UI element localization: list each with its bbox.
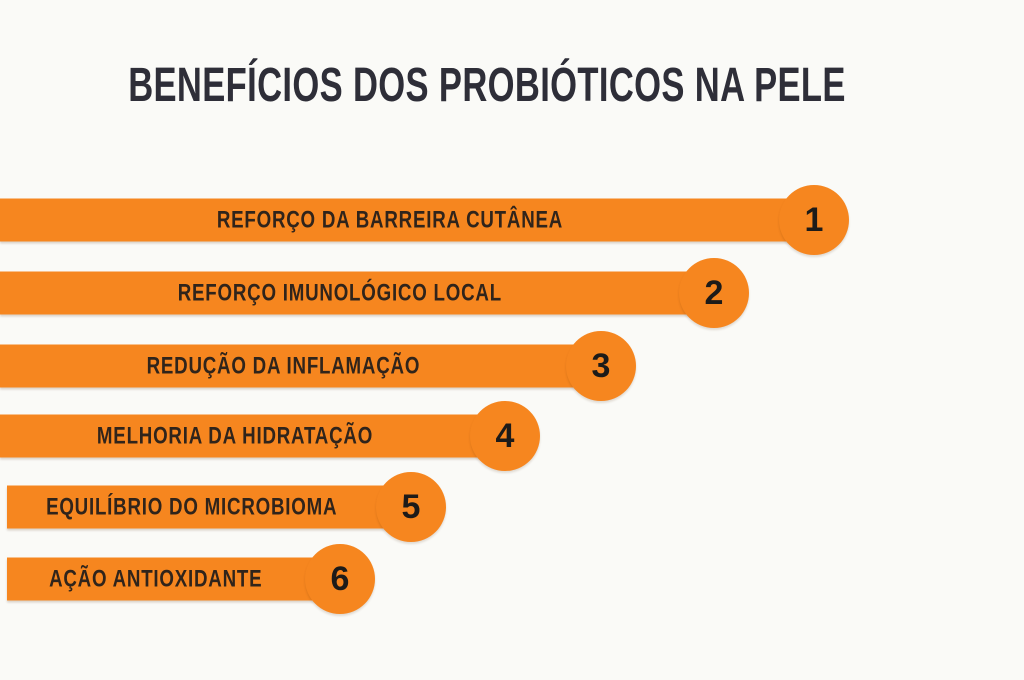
rank-number: 5: [401, 488, 421, 526]
benefit-label: REFORÇO DA BARREIRA CUTÂNEA: [216, 206, 563, 233]
rank-number: 4: [495, 417, 515, 455]
page-title: BENEFÍCIOS DOS PROBIÓTICOS NA PELE: [0, 62, 985, 110]
rank-circle: 4: [470, 401, 540, 471]
benefit-label: REFORÇO IMUNOLÓGICO LOCAL: [177, 279, 502, 306]
rank-number: 3: [591, 347, 611, 385]
benefit-row: REFORÇO IMUNOLÓGICO LOCAL 2: [0, 257, 749, 329]
rank-circle: 5: [376, 472, 446, 542]
benefit-row: MELHORIA DA HIDRATAÇÃO 4: [0, 400, 540, 472]
benefit-bar: REDUÇÃO DA INFLAMAÇÃO: [0, 344, 601, 388]
rank-circle: 3: [566, 331, 636, 401]
rank-circle: 1: [779, 185, 849, 255]
benefit-label: REDUÇÃO DA INFLAMAÇÃO: [146, 352, 420, 379]
benefit-label: AÇÃO ANTIOXIDANTE: [49, 565, 263, 592]
benefit-bar: AÇÃO ANTIOXIDANTE: [7, 557, 340, 601]
benefit-label: EQUILÍBRIO DO MICROBIOMA: [45, 493, 338, 520]
rank-number: 2: [704, 274, 724, 312]
benefit-bar: EQUILÍBRIO DO MICROBIOMA: [7, 485, 411, 529]
benefit-bar: REFORÇO DA BARREIRA CUTÂNEA: [0, 198, 814, 242]
benefit-row: REDUÇÃO DA INFLAMAÇÃO 3: [0, 330, 636, 402]
benefit-row: EQUILÍBRIO DO MICROBIOMA 5: [7, 471, 446, 543]
rank-number: 1: [804, 201, 824, 239]
benefit-bar: REFORÇO IMUNOLÓGICO LOCAL: [0, 271, 714, 315]
benefit-bar: MELHORIA DA HIDRATAÇÃO: [0, 414, 505, 458]
benefit-label: MELHORIA DA HIDRATAÇÃO: [96, 422, 374, 449]
rank-number: 6: [330, 560, 350, 598]
benefit-row: AÇÃO ANTIOXIDANTE 6: [7, 543, 375, 615]
page-title-text: BENEFÍCIOS DOS PROBIÓTICOS NA PELE: [128, 59, 846, 112]
benefit-row: REFORÇO DA BARREIRA CUTÂNEA 1: [0, 184, 849, 256]
rank-circle: 2: [679, 258, 749, 328]
rank-circle: 6: [305, 544, 375, 614]
